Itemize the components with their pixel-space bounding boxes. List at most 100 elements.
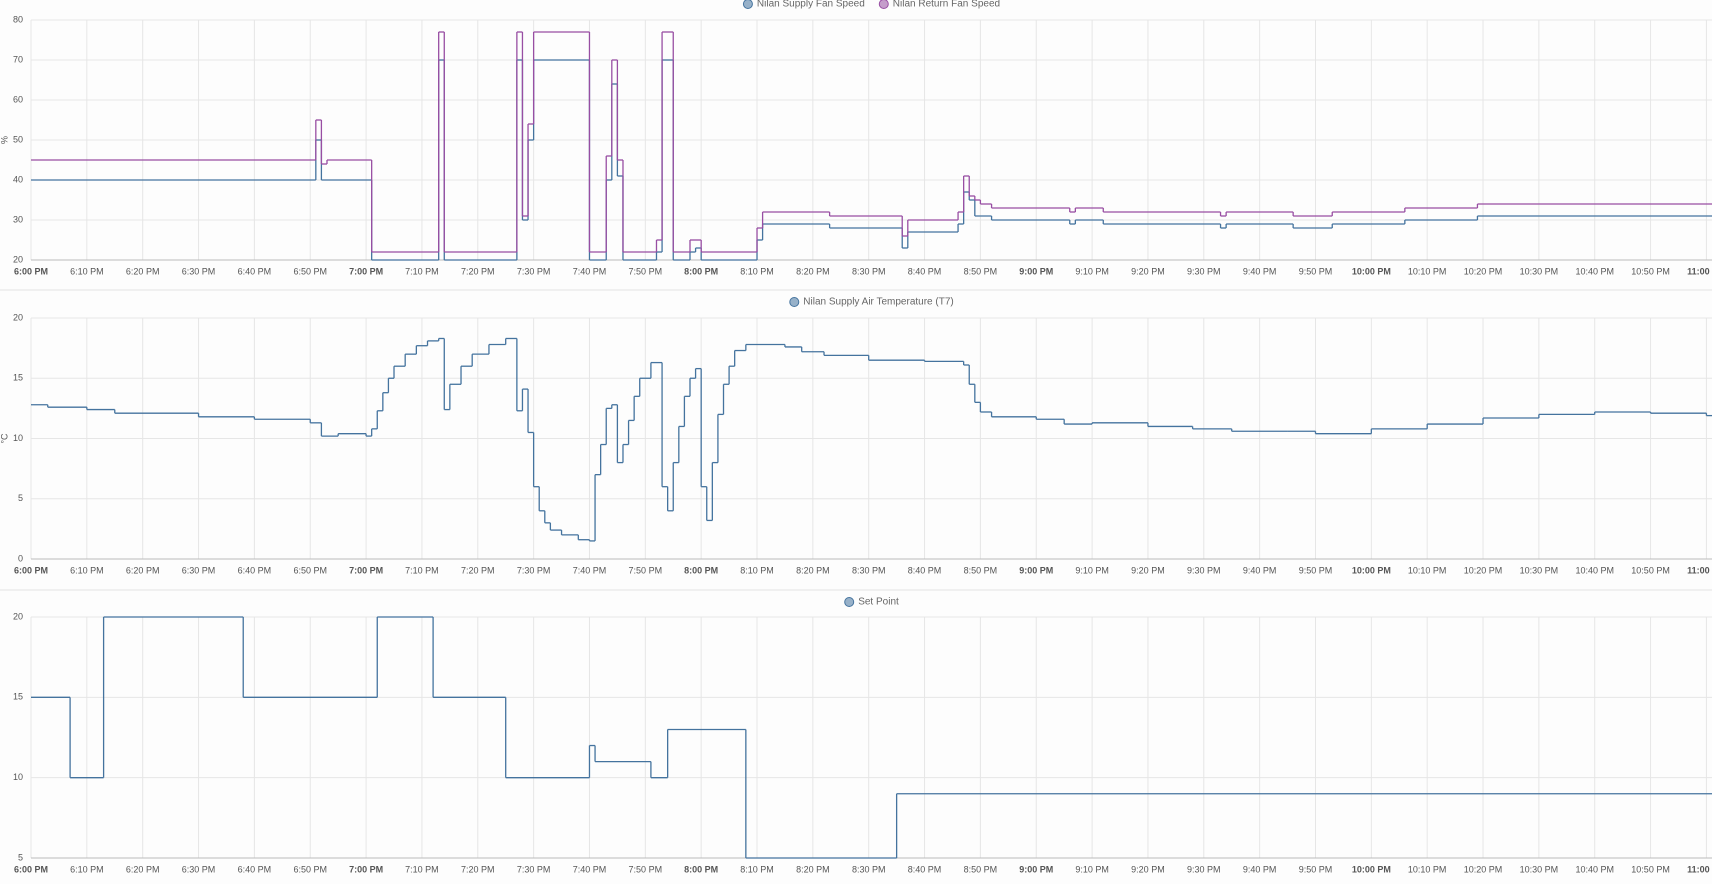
- x-tick-label: 10:00 PM: [1352, 266, 1391, 276]
- x-tick-label: 7:50 PM: [629, 565, 663, 575]
- x-tick-label: 8:50 PM: [964, 864, 998, 874]
- x-tick-label: 6:40 PM: [238, 565, 272, 575]
- x-tick-label: 10:10 PM: [1408, 266, 1447, 276]
- legend-marker: [789, 297, 800, 307]
- x-tick-label: 8:40 PM: [908, 864, 942, 874]
- series: [31, 31, 1712, 253]
- legend-marker: [844, 597, 855, 607]
- x-tick-label: 8:30 PM: [852, 266, 886, 276]
- x-tick-label: 6:50 PM: [293, 565, 327, 575]
- x-tick-label: 7:20 PM: [461, 565, 495, 575]
- x-tick-label: 8:00 PM: [684, 266, 718, 276]
- y-tick-label: 15: [13, 373, 23, 383]
- x-tick-label: 10:50 PM: [1631, 266, 1670, 276]
- x-tick-label: 9:10 PM: [1075, 565, 1109, 575]
- x-tick-label: 9:00 PM: [1019, 266, 1053, 276]
- y-tick-label: 10: [13, 433, 23, 443]
- legend-label: Set Point: [858, 597, 899, 608]
- x-tick-label: 6:40 PM: [238, 266, 272, 276]
- x-tick-label: 8:20 PM: [796, 864, 830, 874]
- x-tick-label: 7:00 PM: [349, 266, 383, 276]
- x-tick-label: 7:20 PM: [461, 864, 495, 874]
- x-tick-label: 7:00 PM: [349, 864, 383, 874]
- x-tick-label: 10:00 PM: [1352, 864, 1391, 874]
- x-tick-label: 6:10 PM: [70, 565, 104, 575]
- x-tick-label: 6:20 PM: [126, 565, 160, 575]
- x-tick-label: 7:30 PM: [517, 266, 551, 276]
- x-tick-label: 10:50 PM: [1631, 864, 1670, 874]
- x-tick-label: 9:10 PM: [1075, 266, 1109, 276]
- x-tick-label: 10:50 PM: [1631, 565, 1670, 575]
- x-tick-label: 7:10 PM: [405, 565, 439, 575]
- y-tick-label: 80: [13, 14, 23, 24]
- x-tick-label: 9:30 PM: [1187, 266, 1221, 276]
- x-tick-label: 8:30 PM: [852, 565, 886, 575]
- x-tick-label: 6:10 PM: [70, 864, 104, 874]
- x-tick-label: 6:00 PM: [14, 864, 48, 874]
- x-tick-label: 10:30 PM: [1520, 565, 1559, 575]
- x-tick-label: 8:10 PM: [740, 266, 774, 276]
- x-tick-label: 6:10 PM: [70, 266, 104, 276]
- x-tick-label: 9:50 PM: [1299, 565, 1333, 575]
- x-tick-label: 9:40 PM: [1243, 864, 1277, 874]
- legend-marker: [742, 0, 753, 9]
- x-tick-label: 10:00 PM: [1352, 565, 1391, 575]
- legend: Set Point: [844, 597, 899, 608]
- x-tick-label: 8:10 PM: [740, 565, 774, 575]
- series: [31, 616, 1712, 859]
- chart: 6:00 PM 6:10 PM 6:20 PM 6:30 PM 6:40 PM 6:50 …: [13, 597, 1712, 874]
- x-tick-label: 9:30 PM: [1187, 864, 1221, 874]
- x-tick-label: 7:10 PM: [405, 864, 439, 874]
- x-tick-label: 7:50 PM: [629, 864, 663, 874]
- x-tick-label: 7:20 PM: [461, 266, 495, 276]
- y-tick-label: 0: [18, 553, 23, 563]
- x-tick-label: 6:30 PM: [182, 565, 216, 575]
- y-tick-label: 60: [13, 94, 23, 104]
- x-tick-label: 6:20 PM: [126, 864, 160, 874]
- legend: Nilan Supply Fan Speed Nilan Return Fan S…: [742, 0, 1000, 10]
- x-tick-label: 9:40 PM: [1243, 565, 1277, 575]
- x-tick-label: 10:40 PM: [1575, 864, 1614, 874]
- x-tick-label: 10:30 PM: [1520, 266, 1559, 276]
- x-tick-label: 9:50 PM: [1299, 864, 1333, 874]
- x-tick-label: 9:10 PM: [1075, 864, 1109, 874]
- x-tick-label: 8:40 PM: [908, 565, 942, 575]
- x-tick-label: 8:50 PM: [964, 266, 998, 276]
- x-tick-label: 8:20 PM: [796, 266, 830, 276]
- x-tick-label: 9:40 PM: [1243, 266, 1277, 276]
- chart: 6:00 PM 6:10 PM 6:20 PM 6:30 PM 6:40 PM 6:50 …: [0, 0, 1712, 276]
- x-tick-label: 8:20 PM: [796, 565, 830, 575]
- x-tick-label: 6:20 PM: [126, 266, 160, 276]
- legend-marker: [878, 0, 889, 9]
- y-axis-label: °C: [0, 433, 9, 444]
- x-tick-label: 10:40 PM: [1575, 565, 1614, 575]
- y-tick-label: 30: [13, 214, 23, 224]
- x-tick-label: 9:00 PM: [1019, 864, 1053, 874]
- x-tick-label: 8:40 PM: [908, 266, 942, 276]
- x-tick-label: 9:50 PM: [1299, 266, 1333, 276]
- x-tick-label: 7:30 PM: [517, 565, 551, 575]
- legend-label: Nilan Return Fan Speed: [893, 0, 1000, 10]
- x-tick-label: 8:10 PM: [740, 864, 774, 874]
- x-tick-label: 9:20 PM: [1131, 565, 1165, 575]
- y-tick-label: 10: [13, 772, 23, 782]
- legend-label: Nilan Supply Fan Speed: [757, 0, 865, 10]
- y-tick-label: 40: [13, 174, 23, 184]
- x-tick-label: 8:50 PM: [964, 565, 998, 575]
- y-axis-label: %: [0, 136, 9, 144]
- y-tick-label: 15: [13, 692, 23, 702]
- series: [31, 337, 1712, 542]
- y-tick-label: 5: [18, 852, 23, 862]
- x-tick-label: 10:30 PM: [1520, 864, 1559, 874]
- x-tick-label: 9:20 PM: [1131, 864, 1165, 874]
- x-tick-label: 7:50 PM: [629, 266, 663, 276]
- x-tick-label: 6:50 PM: [293, 864, 327, 874]
- x-tick-label: 10:20 PM: [1464, 266, 1503, 276]
- x-tick-label: 6:30 PM: [182, 864, 216, 874]
- x-tick-label: 10:40 PM: [1575, 266, 1614, 276]
- x-tick-label: 8:00 PM: [684, 565, 718, 575]
- x-tick-label: 9:00 PM: [1019, 565, 1053, 575]
- x-tick-label: 7:40 PM: [573, 864, 607, 874]
